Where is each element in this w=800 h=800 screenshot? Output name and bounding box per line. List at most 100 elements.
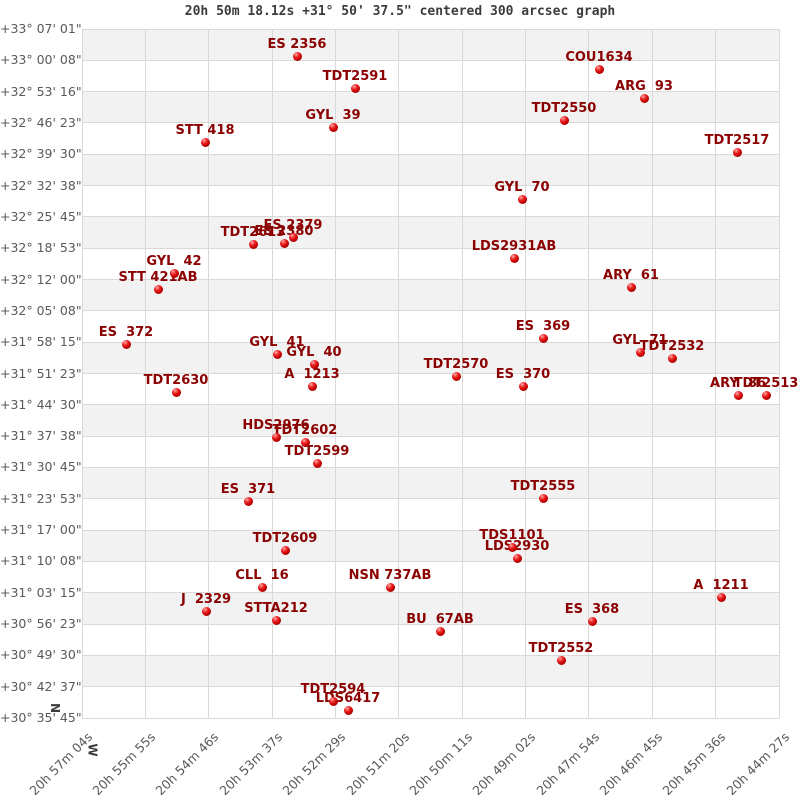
- star-point[interactable]: [626, 282, 636, 292]
- star-point[interactable]: [292, 51, 302, 61]
- star-point[interactable]: [307, 381, 317, 391]
- star-label: LDS6417: [315, 691, 381, 706]
- star-point[interactable]: [280, 545, 290, 555]
- gridline-vertical: [81, 29, 83, 718]
- star-label: TDT2594: [300, 682, 366, 697]
- star-point[interactable]: [635, 347, 645, 357]
- star-label: STT 421AB: [118, 270, 198, 285]
- star-point[interactable]: [733, 390, 743, 400]
- star-label: ES 371: [220, 482, 276, 497]
- star-point[interactable]: [761, 390, 771, 400]
- gridline-horizontal: [82, 216, 779, 218]
- star-point[interactable]: [272, 349, 282, 359]
- star-point[interactable]: [121, 339, 131, 349]
- star-point[interactable]: [271, 432, 281, 442]
- star-point[interactable]: [512, 553, 522, 563]
- star-label: GYL 42: [146, 254, 202, 269]
- dec-band: [82, 154, 779, 186]
- y-tick-label: +32° 53' 16": [0, 83, 82, 99]
- star-label: A 1211: [693, 578, 749, 593]
- star-point[interactable]: [169, 268, 179, 278]
- x-tick-label: 20h 49m 02s: [469, 729, 539, 799]
- star-point[interactable]: [201, 606, 211, 616]
- x-tick-label: 20h 44m 27s: [723, 729, 792, 799]
- star-label: TDS1101: [479, 528, 545, 543]
- y-tick-label: +31° 37' 38": [0, 428, 82, 444]
- star-point[interactable]: [559, 115, 569, 125]
- star-point[interactable]: [271, 615, 281, 625]
- x-tick-label: 20h 52m 29s: [279, 729, 349, 799]
- star-point[interactable]: [639, 93, 649, 103]
- star-point[interactable]: [507, 542, 517, 552]
- y-tick-label: +30° 49' 30": [0, 647, 82, 663]
- star-label: ES 368: [564, 602, 620, 617]
- star-point[interactable]: [153, 284, 163, 294]
- star-point[interactable]: [509, 253, 519, 263]
- star-label: ARG 93: [615, 79, 673, 94]
- star-label: ES 2379: [263, 218, 323, 233]
- star-point[interactable]: [328, 696, 338, 706]
- star-point[interactable]: [257, 582, 267, 592]
- star-point[interactable]: [732, 147, 742, 157]
- star-point[interactable]: [385, 582, 395, 592]
- star-point[interactable]: [350, 83, 360, 93]
- gridline-horizontal: [82, 404, 779, 406]
- star-label: A 1213: [284, 367, 340, 382]
- star-label: LDS2930: [484, 539, 550, 554]
- star-point[interactable]: [451, 371, 461, 381]
- star-point[interactable]: [288, 232, 298, 242]
- dec-band: [82, 530, 779, 562]
- y-tick-label: +31° 58' 15": [0, 334, 82, 350]
- star-point[interactable]: [556, 655, 566, 665]
- star-point[interactable]: [171, 387, 181, 397]
- gridline-vertical: [398, 29, 400, 718]
- star-point[interactable]: [587, 616, 597, 626]
- star-label: HDS2976: [242, 418, 310, 433]
- star-point[interactable]: [243, 496, 253, 506]
- star-label: J 2329: [180, 592, 232, 607]
- star-point[interactable]: [200, 137, 210, 147]
- dec-band: [82, 467, 779, 499]
- y-tick-label: +33° 00' 08": [0, 52, 82, 68]
- gridline-horizontal: [82, 560, 779, 562]
- gridline-horizontal: [82, 435, 779, 437]
- star-point[interactable]: [667, 353, 677, 363]
- star-point[interactable]: [538, 493, 548, 503]
- star-point[interactable]: [716, 592, 726, 602]
- chart-title: 20h 50m 18.12s +31° 50' 37.5" centered 3…: [184, 4, 616, 19]
- compass-west-label: W: [85, 743, 100, 757]
- gridline-horizontal: [82, 59, 779, 61]
- dec-band: [82, 185, 779, 217]
- star-label: ARY 86: [710, 376, 766, 391]
- gridline-vertical: [144, 29, 146, 718]
- dec-band: [82, 60, 779, 92]
- star-point[interactable]: [518, 381, 528, 391]
- dec-band: [82, 686, 779, 718]
- star-point[interactable]: [435, 626, 445, 636]
- star-point[interactable]: [517, 194, 527, 204]
- gridline-horizontal: [82, 623, 779, 625]
- star-point[interactable]: [300, 437, 310, 447]
- dec-band: [82, 404, 779, 437]
- gridline-horizontal: [82, 686, 779, 688]
- x-tick-label: 20h 55m 55s: [89, 729, 159, 799]
- star-point[interactable]: [279, 238, 289, 248]
- star-label: COU1634: [565, 50, 633, 65]
- star-point[interactable]: [312, 458, 322, 468]
- star-point[interactable]: [309, 359, 319, 369]
- star-point[interactable]: [538, 333, 548, 343]
- star-point[interactable]: [594, 64, 604, 74]
- y-tick-label: +32° 18' 53": [0, 240, 82, 256]
- star-point[interactable]: [343, 705, 353, 715]
- y-tick-label: +32° 46' 23": [0, 114, 82, 130]
- gridline-horizontal: [82, 247, 779, 249]
- plot-area: ES 2356 TDT2591 COU1634 ARG 93 GYL 39 TDT2550…: [81, 28, 798, 719]
- gridline-horizontal: [82, 654, 779, 656]
- star-point[interactable]: [248, 239, 258, 249]
- star-point[interactable]: [328, 122, 338, 132]
- gridline-horizontal: [82, 529, 779, 531]
- x-tick-label: 20h 50m 11s: [406, 729, 476, 799]
- dec-band: [82, 310, 779, 343]
- gridline-vertical: [208, 29, 210, 718]
